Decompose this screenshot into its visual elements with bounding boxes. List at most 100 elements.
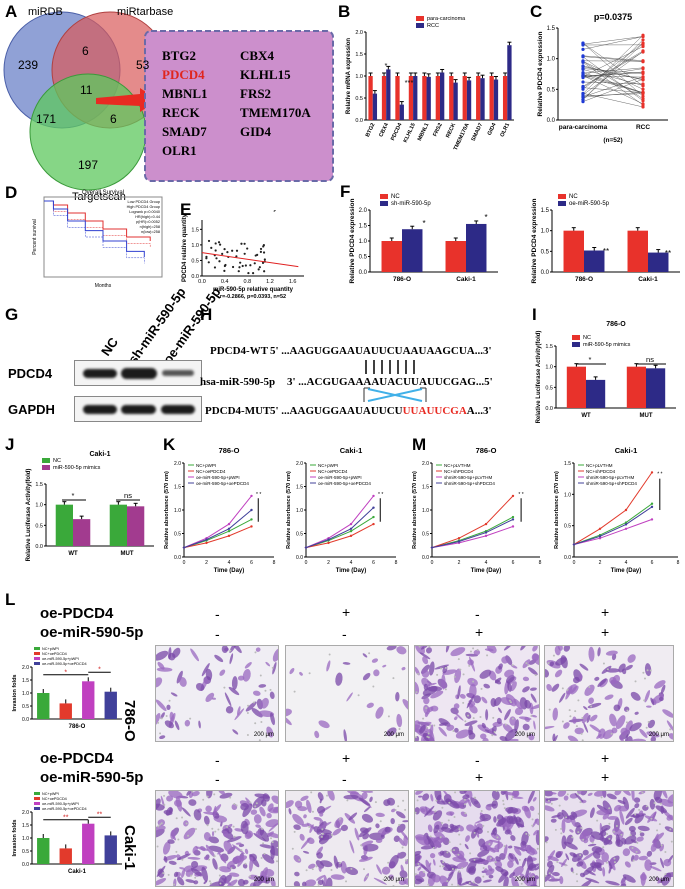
- cell-stain: [316, 806, 326, 814]
- cell-stain: [589, 714, 598, 722]
- cell-stain: [449, 812, 453, 816]
- cell-stain: [479, 669, 492, 679]
- bar: [386, 69, 391, 120]
- data-point: [250, 494, 253, 498]
- cell-stain: [615, 833, 621, 846]
- cell-stain: [632, 813, 640, 819]
- cell-stain: [203, 880, 208, 885]
- y-tick-label: 0.5: [547, 87, 556, 93]
- cell-stain: [269, 847, 278, 856]
- membrane-pore: [432, 846, 435, 849]
- data-point: [457, 540, 461, 543]
- membrane-pore: [650, 817, 653, 820]
- cell-stain: [596, 733, 602, 739]
- panel-label-a: A: [5, 2, 18, 21]
- cell-stain: [383, 799, 391, 807]
- membrane-pore: [548, 708, 551, 711]
- data-point: [207, 239, 211, 243]
- sign: -: [475, 752, 480, 768]
- cell-stain: [567, 735, 579, 741]
- cell-stain: [159, 735, 166, 740]
- cell-stain: [289, 667, 295, 675]
- cell-stain: [373, 669, 380, 677]
- y-axis-label: Relative absorbance (570 nm): [412, 471, 418, 549]
- cell-stain: [606, 793, 617, 800]
- cell-stain: [655, 805, 667, 813]
- cell-stain: [253, 875, 265, 886]
- data-point: [641, 105, 645, 109]
- membrane-pore: [218, 874, 221, 877]
- y-tick-label: 2.0: [359, 208, 368, 214]
- membrane-pore: [415, 873, 417, 876]
- bar: [381, 241, 402, 272]
- membrane-pore: [398, 727, 401, 730]
- cell-stain: [432, 874, 441, 883]
- legend-swatch: [34, 807, 40, 810]
- legend-label: NC+oePDCD4: [42, 797, 67, 801]
- cell-stain: [524, 844, 535, 856]
- membrane-pore: [495, 791, 498, 793]
- cell-stain: [381, 866, 391, 875]
- cell-stain: [317, 792, 324, 801]
- cell-stain: [530, 703, 539, 710]
- pair-line: [582, 81, 644, 85]
- series-line: [305, 495, 374, 549]
- membrane-pore: [492, 716, 495, 719]
- cell-stain: [550, 735, 558, 741]
- cell-stain: [238, 843, 245, 848]
- cell-stain: [561, 809, 570, 820]
- membrane-pore: [258, 739, 261, 741]
- membrane-pore: [160, 822, 163, 825]
- series-line: [573, 472, 653, 545]
- cell-stain: [340, 860, 347, 874]
- wb-band: [83, 405, 117, 414]
- cell-stain: [187, 856, 201, 860]
- membrane-pore: [392, 884, 395, 886]
- gene-box: [144, 30, 334, 182]
- cell-stain: [249, 857, 254, 872]
- legend-label: para-carcinoma: [427, 16, 466, 22]
- venn-n23: 6: [110, 112, 117, 126]
- data-point: [221, 252, 224, 256]
- membrane-pore: [255, 802, 258, 805]
- cell-stain: [580, 791, 588, 796]
- cell-stain: [469, 683, 477, 699]
- y-tick-label: 1.5: [564, 461, 571, 467]
- membrane-pore: [494, 861, 497, 864]
- membrane-pore: [441, 806, 444, 809]
- membrane-pore: [330, 869, 333, 872]
- x-axis-label: Time (Day): [214, 568, 245, 574]
- cell-stain: [639, 832, 645, 837]
- membrane-pore: [249, 801, 252, 804]
- cell-stain: [628, 845, 641, 855]
- legend-swatch: [34, 802, 40, 805]
- cell-stain: [561, 835, 567, 850]
- cell-stain: [503, 646, 513, 651]
- x-tick-label: 8: [677, 560, 680, 566]
- membrane-pore: [566, 688, 569, 691]
- x-tick-label: 786-O: [393, 276, 411, 283]
- cell-stain: [362, 672, 371, 681]
- membrane-pore: [620, 833, 623, 836]
- membrane-pore: [271, 666, 274, 669]
- cell-stain: [589, 807, 595, 819]
- sign: +: [342, 604, 351, 620]
- membrane-pore: [450, 849, 453, 852]
- bar: [408, 76, 414, 120]
- cell-stain: [174, 720, 180, 731]
- cell-stain: [217, 848, 224, 855]
- venn-only2: 53: [136, 58, 150, 72]
- y-axis-label: Invasion folds: [12, 820, 18, 857]
- cell-stain: [248, 874, 259, 880]
- membrane-pore: [522, 879, 525, 882]
- membrane-pore: [576, 793, 579, 796]
- cell-stain: [177, 876, 185, 886]
- membrane-pore: [404, 877, 407, 880]
- cell-stain: [389, 854, 399, 869]
- membrane-pore: [468, 664, 471, 667]
- bar: [426, 76, 431, 120]
- cell-stain: [561, 819, 566, 834]
- cell-stain: [520, 845, 527, 852]
- y-tick-label: 1.0: [545, 365, 553, 371]
- cell-stain: [428, 837, 444, 841]
